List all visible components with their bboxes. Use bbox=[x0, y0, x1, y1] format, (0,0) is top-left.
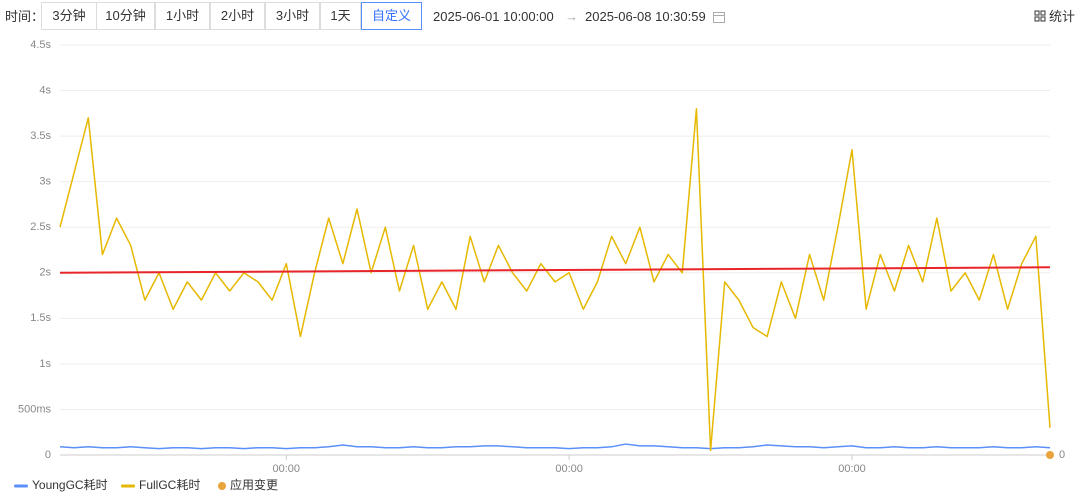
range-button[interactable]: 2小时 bbox=[210, 2, 265, 30]
range-button[interactable]: 3小时 bbox=[265, 2, 320, 30]
end-date[interactable]: 2025-06-08 10:30:59 bbox=[585, 9, 706, 24]
y-tick-label: 500ms bbox=[18, 403, 52, 415]
y-tick-label: 4.5s bbox=[30, 39, 51, 51]
arrow: → bbox=[565, 9, 578, 24]
stats-icon[interactable] bbox=[1034, 10, 1046, 22]
legend-label: YoungGC耗时 bbox=[32, 478, 108, 492]
y-tick-label: 4s bbox=[39, 84, 51, 96]
x-tick-label: 00:00 bbox=[555, 463, 583, 475]
legend-label: 应用变更 bbox=[230, 477, 278, 492]
event-marker bbox=[1046, 451, 1054, 459]
y-tick-label: 2.5s bbox=[30, 221, 51, 233]
y-tick-label: 2s bbox=[39, 267, 51, 279]
legend-label: FullGC耗时 bbox=[139, 478, 200, 492]
trend-line bbox=[59, 266, 1051, 274]
range-button[interactable]: 1小时 bbox=[155, 2, 210, 30]
calendar-icon[interactable] bbox=[712, 10, 726, 24]
range-button[interactable]: 1天 bbox=[320, 2, 361, 30]
stats-button[interactable]: 统计 bbox=[1049, 9, 1076, 24]
legend-marker bbox=[218, 482, 226, 490]
range-button[interactable]: 自定义 bbox=[361, 2, 422, 30]
time-label: 时间： bbox=[5, 9, 45, 24]
y-tick-label: 3.5s bbox=[30, 130, 51, 142]
y2-tick-label: 0 bbox=[1059, 449, 1065, 461]
range-button[interactable]: 10分钟 bbox=[96, 2, 155, 30]
legend-marker bbox=[14, 484, 28, 488]
y-tick-label: 3s bbox=[39, 176, 51, 188]
series-line bbox=[59, 443, 1051, 450]
y-tick-label: 1s bbox=[39, 358, 51, 370]
x-tick-label: 00:00 bbox=[273, 463, 301, 475]
y-tick-label: 0 bbox=[45, 449, 51, 461]
legend-marker bbox=[121, 484, 135, 488]
y-tick-label: 1.5s bbox=[30, 312, 51, 324]
x-tick-label: 00:00 bbox=[838, 463, 866, 475]
start-date[interactable]: 2025-06-01 10:00:00 bbox=[433, 9, 554, 24]
series-line bbox=[59, 108, 1051, 452]
